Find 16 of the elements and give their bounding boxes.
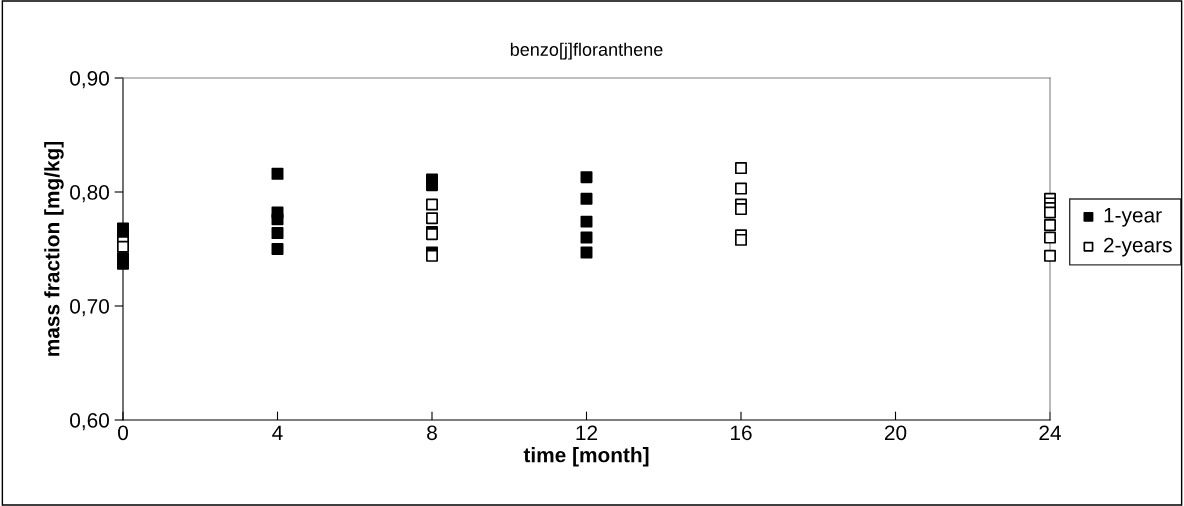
y-tick-label: 0,70 xyxy=(70,299,109,317)
x-tick-label: 12 xyxy=(576,425,598,440)
y-tick-label: 0,60 xyxy=(70,413,109,431)
y-tick-label: 0,80 xyxy=(70,185,109,203)
y-axis-title: mass fraction [mg/kg] xyxy=(44,141,64,356)
x-tick-label: 0 xyxy=(118,425,128,441)
x-tick-label: 16 xyxy=(731,425,752,441)
x-tick-label: 24 xyxy=(1039,425,1061,440)
y-tick-label: 0,90 xyxy=(70,71,109,89)
x-tick-label: 20 xyxy=(884,425,907,441)
x-axis-title: time [month] xyxy=(523,447,649,467)
legend-label: 1-year xyxy=(1104,208,1162,227)
legend-label: 2-years xyxy=(1104,237,1172,257)
x-tick-label: 4 xyxy=(272,425,283,440)
x-tick-label: 8 xyxy=(427,425,437,441)
chart-title: benzo[j]floranthene xyxy=(510,42,663,60)
